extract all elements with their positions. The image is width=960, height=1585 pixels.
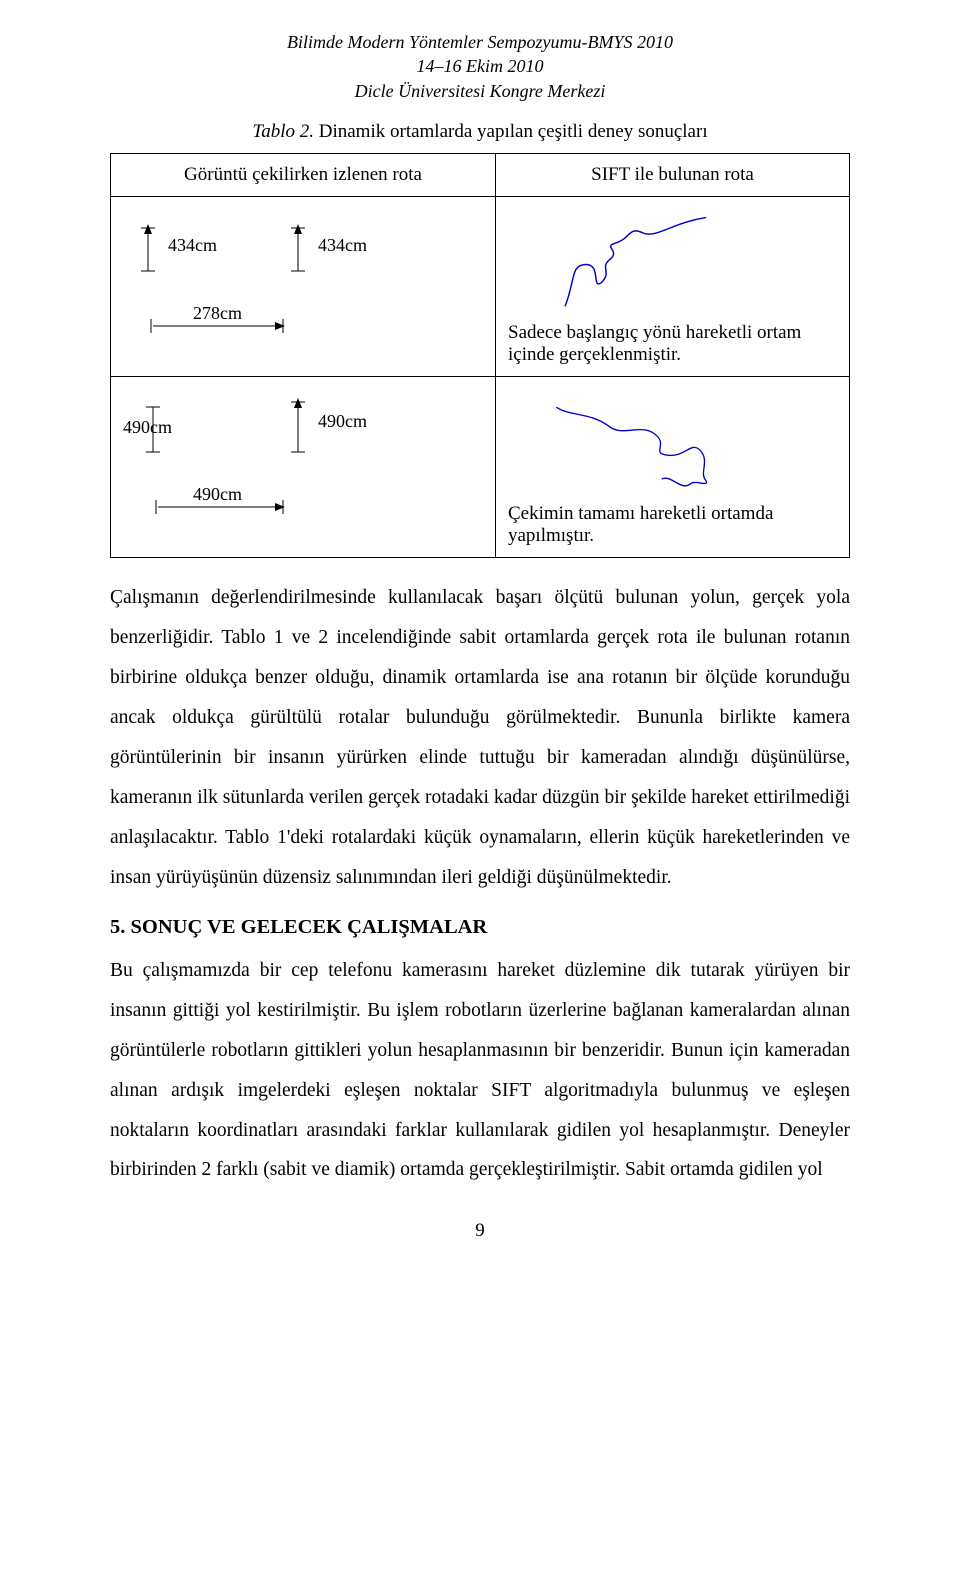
result-note: Sadece başlangıç yönü hareketli ortam iç… (508, 322, 837, 366)
results-table: Görüntü çekilirken izlenen rota SIFT ile… (110, 153, 850, 558)
table-caption: Tablo 2. Dinamik ortamlarda yapılan çeşi… (110, 121, 850, 143)
sift-path-icon (508, 388, 758, 503)
paper-page: Bilimde Modern Yöntemler Sempozyumu-BMYS… (0, 0, 960, 1292)
table-row: 434cm 434cm 278cm (111, 196, 850, 376)
col1-header: Görüntü çekilirken izlenen rota (111, 153, 496, 196)
header-line-1: Bilimde Modern Yöntemler Sempozyumu-BMYS… (110, 30, 850, 54)
dim-label: 490cm (318, 411, 367, 431)
dim-label: 434cm (318, 235, 367, 255)
paragraph-2: Bu çalışmamızda bir cep telefonu kameras… (110, 951, 850, 1191)
paper-header: Bilimde Modern Yöntemler Sempozyumu-BMYS… (110, 30, 850, 103)
col2-header: SIFT ile bulunan rota (496, 153, 850, 196)
sift-path-2 (556, 407, 706, 486)
sift-path-1 (565, 217, 706, 306)
dim-label: 490cm (123, 417, 172, 437)
dim-label: 434cm (168, 235, 217, 255)
header-line-3: Dicle Üniversitesi Kongre Merkezi (110, 79, 850, 103)
dim-label: 278cm (193, 303, 242, 323)
page-number: 9 (110, 1220, 850, 1242)
table-row: 490cm 490cm 490cm (111, 376, 850, 557)
sift-result-2: Çekimin tamamı hareketli ortamda yapılmı… (496, 376, 850, 557)
header-line-2: 14–16 Ekim 2010 (110, 54, 850, 78)
route-diagram-1: 434cm 434cm 278cm (111, 196, 496, 376)
table-caption-text: Dinamik ortamlarda yapılan çeşitli deney… (314, 121, 708, 142)
path-diagram-icon: 490cm 490cm 490cm (123, 387, 483, 547)
dim-label: 490cm (193, 484, 242, 504)
section-heading: 5. SONUÇ VE GELECEK ÇALIŞMALAR (110, 916, 850, 939)
table-header-row: Görüntü çekilirken izlenen rota SIFT ile… (111, 153, 850, 196)
sift-path-icon (508, 207, 758, 322)
paragraph-1: Çalışmanın değerlendirilmesinde kullanıl… (110, 578, 850, 898)
table-label: Tablo 2. (252, 121, 314, 142)
result-note: Çekimin tamamı hareketli ortamda yapılmı… (508, 503, 837, 547)
path-diagram-icon: 434cm 434cm 278cm (123, 216, 483, 356)
route-diagram-2: 490cm 490cm 490cm (111, 376, 496, 557)
sift-result-1: Sadece başlangıç yönü hareketli ortam iç… (496, 196, 850, 376)
